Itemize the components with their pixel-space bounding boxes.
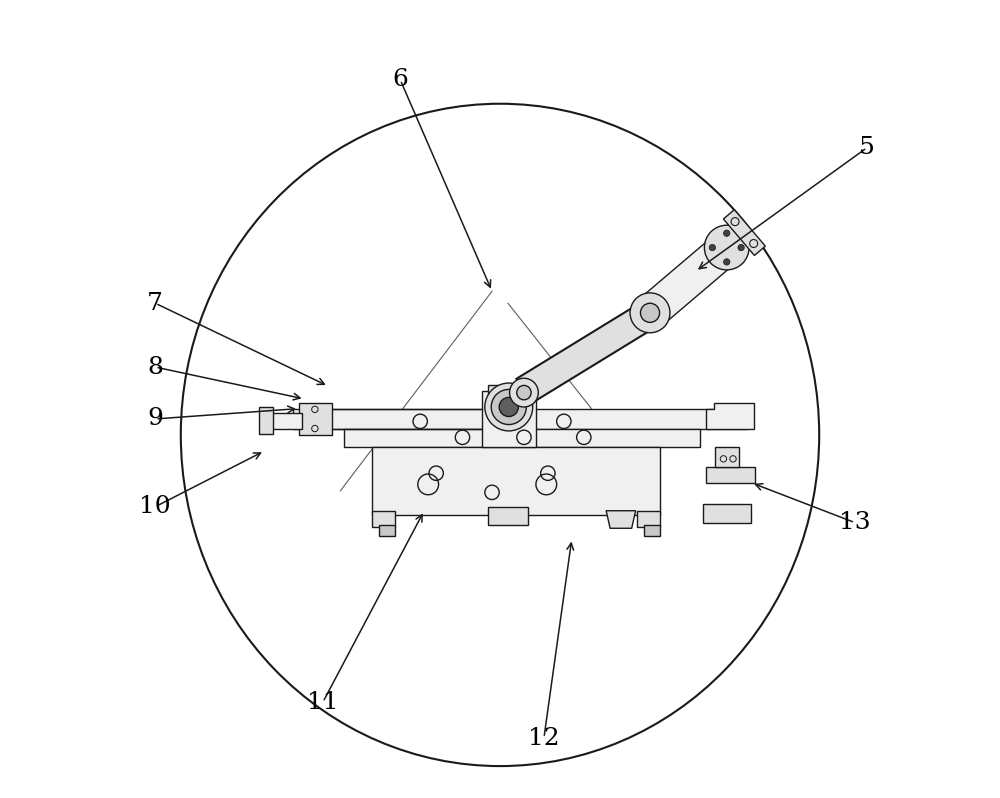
Polygon shape [516,303,655,403]
Polygon shape [703,504,751,523]
Text: 9: 9 [147,408,163,430]
Circle shape [709,244,716,251]
Text: 7: 7 [147,292,163,314]
Polygon shape [482,391,536,447]
Polygon shape [293,409,747,429]
Circle shape [491,389,526,425]
Text: 6: 6 [392,69,408,91]
Polygon shape [265,413,302,429]
Polygon shape [639,240,731,326]
Polygon shape [723,210,765,255]
Polygon shape [379,525,395,536]
Circle shape [499,397,518,417]
Polygon shape [344,429,700,447]
Circle shape [704,225,749,270]
Text: 10: 10 [139,496,171,518]
Circle shape [510,378,538,407]
Text: 5: 5 [859,136,875,159]
Polygon shape [372,511,395,527]
Polygon shape [715,447,739,467]
Polygon shape [299,403,332,435]
Polygon shape [372,447,660,515]
Polygon shape [637,511,660,527]
Polygon shape [259,407,273,434]
Polygon shape [706,467,755,483]
Text: 11: 11 [307,691,339,713]
Circle shape [630,293,670,333]
Circle shape [724,259,730,265]
Circle shape [517,385,531,400]
Circle shape [738,244,744,251]
Polygon shape [606,511,636,528]
Polygon shape [706,403,754,429]
Circle shape [640,303,660,322]
Polygon shape [488,385,530,395]
Text: 13: 13 [839,512,871,534]
Circle shape [724,230,730,236]
Circle shape [485,383,533,431]
Polygon shape [644,525,660,536]
Polygon shape [488,507,528,525]
Text: 12: 12 [528,727,560,749]
Text: 8: 8 [147,356,163,378]
